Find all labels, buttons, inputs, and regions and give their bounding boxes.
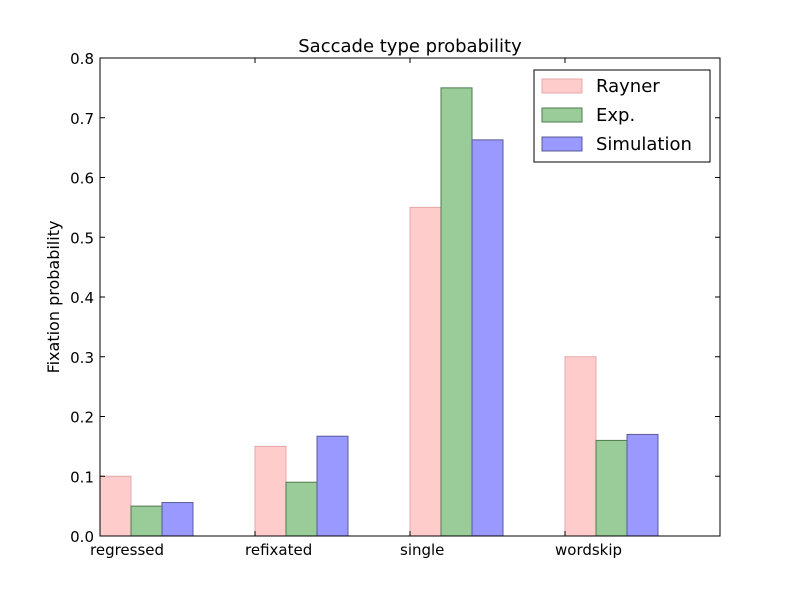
y-tick-label: 0.7 [70, 110, 94, 128]
legend-swatch-simulation [541, 136, 583, 152]
legend-swatch-rayner [541, 78, 583, 94]
bar-exp-refixated [285, 481, 318, 537]
legend: Rayner Exp. Simulation [533, 69, 711, 163]
bar-simulation-wordskip [626, 433, 659, 537]
legend-label-rayner: Rayner [596, 76, 660, 97]
bar-rayner-single [409, 206, 442, 537]
y-tick-label: 0.6 [70, 170, 94, 188]
y-tick-label: 0.3 [70, 349, 94, 367]
legend-label-exp: Exp. [596, 105, 635, 126]
bar-exp-regressed [130, 505, 163, 537]
x-tick-label-single: single [400, 541, 444, 559]
bar-exp-wordskip [595, 439, 628, 537]
y-tick-label: 0.4 [70, 289, 94, 307]
y-tick-label: 0.2 [70, 409, 94, 427]
x-tick-label-wordskip: wordskip [555, 541, 622, 559]
x-tick-label-refixated: refixated [245, 541, 312, 559]
bar-rayner-regressed [99, 475, 132, 537]
y-tick-label: 0.1 [70, 468, 94, 486]
y-tick-label: 0.5 [70, 229, 94, 247]
bar-rayner-wordskip [564, 356, 597, 537]
bar-rayner-refixated [254, 445, 287, 537]
bars-group [99, 87, 659, 537]
y-tick-label: 0.8 [70, 50, 94, 68]
bar-simulation-regressed [161, 502, 194, 537]
chart-title: Saccade type probability [298, 36, 522, 57]
bar-simulation-single [471, 139, 504, 537]
legend-label-simulation: Simulation [596, 134, 692, 155]
axes-group: 0.0 0.1 0.2 0.3 0.4 0.5 0.6 0.7 0.8 regressed refi… [70, 50, 721, 559]
x-tick-label-regressed: regressed [90, 541, 164, 559]
legend-swatch-exp [541, 107, 583, 123]
y-axis-label: Fixation probability [44, 221, 63, 374]
bar-exp-single [440, 87, 473, 537]
y-tick-label: 0.0 [70, 528, 94, 546]
bar-simulation-refixated [316, 435, 349, 537]
